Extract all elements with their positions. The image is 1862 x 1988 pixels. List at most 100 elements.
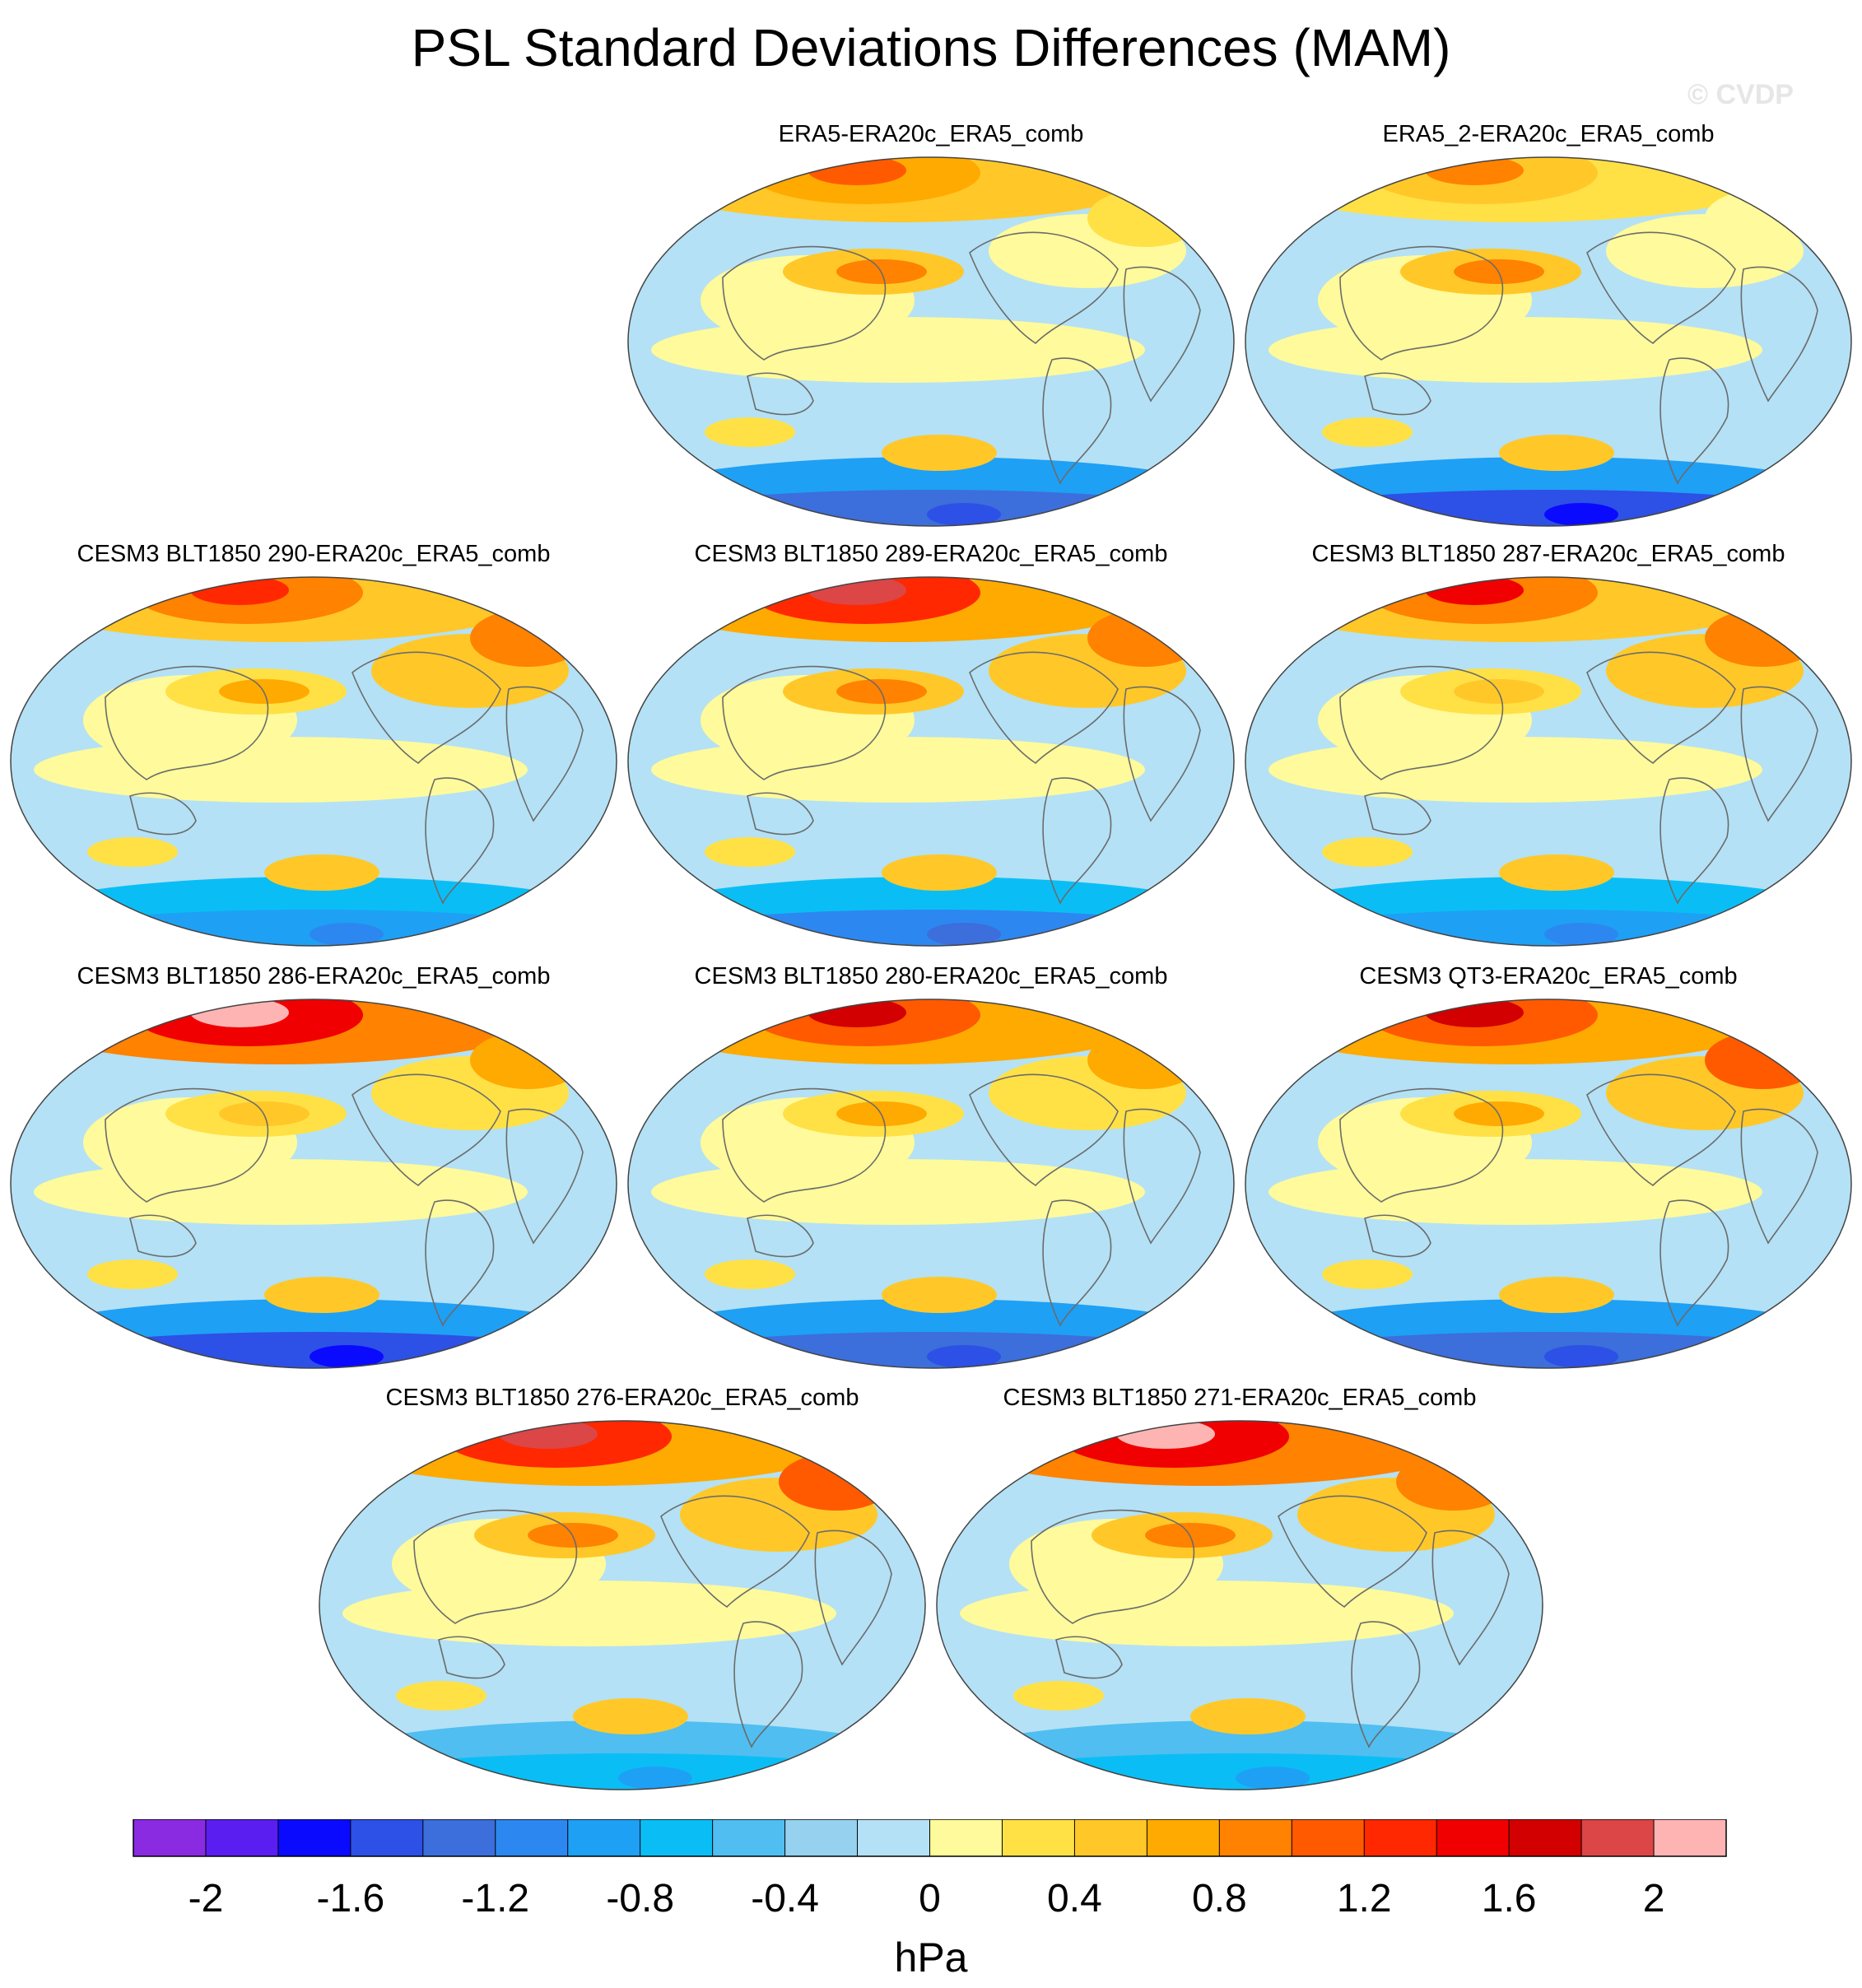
south-indian-patch — [87, 1259, 178, 1289]
colorbar-units: hPa — [894, 1934, 968, 1981]
arctic-max — [499, 1421, 598, 1449]
europe-lobe — [1087, 609, 1203, 667]
south-pacific-patch — [882, 1277, 997, 1313]
map-panel: CESM3 BLT1850 286-ERA20c_ERA5_comb — [7, 961, 621, 1373]
europe-lobe — [779, 1453, 894, 1511]
coastline — [413, 1509, 578, 1624]
map-plot — [627, 999, 1235, 1369]
coastline — [105, 1087, 269, 1203]
coastline — [1031, 1509, 1195, 1624]
colorbar-swatch — [133, 1819, 207, 1856]
panel-title: CESM3 BLT1850 289-ERA20c_ERA5_comb — [694, 541, 1168, 567]
europe-lobe — [1087, 1031, 1203, 1089]
map-outline — [319, 1420, 926, 1790]
coastline — [1740, 1108, 1818, 1245]
southern-min — [927, 503, 1001, 526]
panel-title: CESM3 BLT1850 276-ERA20c_ERA5_comb — [385, 1385, 859, 1411]
coastline — [1586, 651, 1736, 765]
coastline — [1123, 266, 1201, 403]
coastline — [814, 1529, 892, 1666]
map-plot — [1245, 156, 1852, 527]
coastline — [1660, 1199, 1729, 1327]
coastline — [1278, 1495, 1427, 1609]
map-panel: CESM3 QT3-ERA20c_ERA5_comb — [1241, 961, 1855, 1373]
coastline — [129, 1214, 197, 1258]
map-panel: CESM3 BLT1850 287-ERA20c_ERA5_comb — [1241, 539, 1855, 951]
coastline — [438, 1636, 505, 1679]
coastline — [505, 1108, 584, 1245]
colorbar-swatch — [1074, 1819, 1147, 1856]
coastline — [1660, 777, 1729, 905]
south-pacific-patch — [264, 1277, 379, 1313]
panel-title: CESM3 BLT1850 280-ERA20c_ERA5_comb — [694, 963, 1168, 989]
south-pacific-patch — [264, 854, 379, 891]
colorbar-swatch — [857, 1819, 930, 1856]
coastline — [969, 1073, 1119, 1187]
southern-min — [1544, 1345, 1618, 1368]
southern-min — [927, 923, 1001, 946]
coastline — [351, 1073, 501, 1187]
panel-title: CESM3 QT3-ERA20c_ERA5_comb — [1359, 963, 1738, 989]
colorbar-tick-label: -1.6 — [317, 1877, 385, 1920]
coastline — [1740, 686, 1818, 822]
map-panel: CESM3 BLT1850 289-ERA20c_ERA5_comb — [624, 539, 1238, 951]
colorbar-swatch — [495, 1819, 569, 1856]
arctic-max — [1425, 999, 1524, 1027]
southern-min — [1236, 1767, 1310, 1790]
map-plot — [627, 576, 1235, 947]
map-panel: CESM3 BLT1850 276-ERA20c_ERA5_comb — [315, 1383, 929, 1795]
colorbar-swatch — [1147, 1819, 1220, 1856]
coastline — [425, 1199, 495, 1327]
colorbar-swatch — [784, 1819, 859, 1856]
colorbar-tick-label: -2 — [189, 1877, 224, 1920]
colorbar-swatch — [1654, 1819, 1727, 1856]
coastline — [660, 1495, 810, 1609]
coastline — [722, 245, 887, 361]
colorbar-swatch — [205, 1819, 279, 1856]
arctic-max — [1425, 157, 1524, 185]
europe-lobe — [1705, 1031, 1820, 1089]
coastline — [129, 792, 197, 836]
south-indian-patch — [87, 837, 178, 867]
map-outline — [627, 999, 1235, 1369]
arctic-max — [190, 999, 289, 1027]
colorbar-tick-label: -0.4 — [751, 1877, 819, 1920]
map-panel: CESM3 BLT1850 290-ERA20c_ERA5_comb — [7, 539, 621, 951]
colorbar-tick-label: 2 — [1643, 1877, 1665, 1920]
coastline — [1123, 686, 1201, 822]
coastline — [1431, 1529, 1510, 1666]
europe-lobe — [1705, 609, 1820, 667]
europe-lobe — [1705, 189, 1820, 247]
colorbar-tick-label: 1.2 — [1337, 1877, 1392, 1920]
coastline — [1364, 792, 1431, 836]
colorbar-swatch — [567, 1819, 641, 1856]
map-panel: ERA5-ERA20c_ERA5_comb — [624, 119, 1238, 531]
coastline — [1364, 372, 1431, 416]
arctic-max — [808, 999, 906, 1027]
south-pacific-patch — [882, 435, 997, 471]
coastline — [1660, 357, 1729, 485]
arctic-max — [808, 157, 906, 185]
page-title: PSL Standard Deviations Differences (MAM… — [411, 18, 1451, 77]
colorbar-tick-label: 1.6 — [1482, 1877, 1537, 1920]
colorbar: -2 -1.6 -1.2 -0.8 -0.4 0 0.4 0.8 1.2 1.6 2 — [133, 1819, 1727, 1920]
coastline — [1364, 1214, 1431, 1258]
map-outline — [1245, 999, 1852, 1369]
coastline — [425, 777, 495, 905]
southern-min — [310, 1345, 384, 1368]
south-indian-patch — [1013, 1681, 1104, 1711]
south-indian-patch — [705, 837, 795, 867]
colorbar-swatch — [1581, 1819, 1655, 1856]
panel-title: CESM3 BLT1850 271-ERA20c_ERA5_comb — [1003, 1385, 1477, 1411]
map-plot — [1245, 576, 1852, 947]
colorbar-swatch — [422, 1819, 496, 1856]
panel-title: CESM3 BLT1850 290-ERA20c_ERA5_comb — [77, 541, 551, 567]
map-outline — [1245, 576, 1852, 947]
colorbar-tick-label: -1.2 — [461, 1877, 529, 1920]
colorbar-swatch — [277, 1819, 351, 1856]
coastline — [747, 792, 814, 836]
panel-title: ERA5_2-ERA20c_ERA5_comb — [1382, 121, 1715, 147]
coastline — [747, 1214, 814, 1258]
coastline — [1339, 665, 1504, 780]
coastline — [1055, 1636, 1123, 1679]
